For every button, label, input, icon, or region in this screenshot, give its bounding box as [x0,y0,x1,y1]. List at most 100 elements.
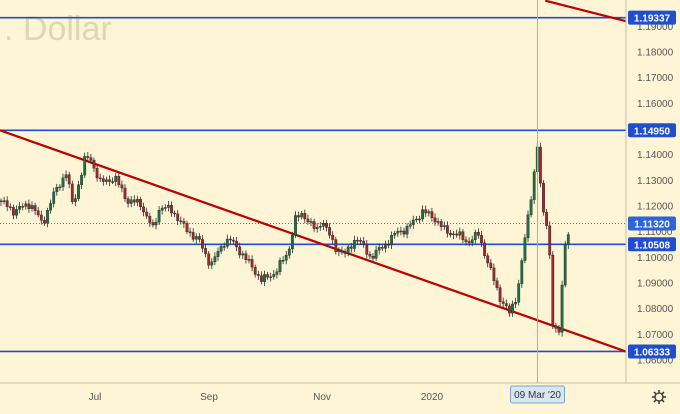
candle-body [67,174,71,185]
candle [77,180,80,202]
candle-body [256,274,260,276]
candle [247,255,251,264]
settings-gear-icon[interactable] [652,390,666,404]
candle [219,243,223,255]
candle-body [486,255,490,264]
price-label-bg [628,10,676,25]
candle-body [173,212,176,215]
candle-body [247,259,251,261]
candle [98,173,102,182]
candle-body [157,210,161,223]
candle [49,199,53,214]
candle-body [182,221,186,224]
time-axis[interactable]: Jul Sep Nov 2020 [89,392,444,403]
candle [309,217,313,227]
candle-body [260,275,263,282]
candle [170,201,173,217]
trend-line [545,0,627,23]
price-tick-label: 1.14000 [637,150,674,161]
candle-body [421,209,424,220]
candle [151,219,155,228]
candle-body [216,251,220,257]
candle [33,202,37,216]
candle-body [495,280,499,288]
candle-body [201,239,204,249]
candle-body [61,177,65,188]
price-label: 1.19337 [628,10,676,25]
candle-body [253,266,257,275]
candle-body [83,156,87,176]
candle-body [95,168,99,179]
candle [312,218,316,232]
candle [213,252,217,266]
price-tick-label: 1.12000 [637,202,674,213]
candle [222,242,226,251]
candle [387,239,390,249]
candle [80,172,84,190]
candle [504,299,508,310]
candle-body [449,233,452,236]
candle-body [281,260,285,262]
candle-body [33,205,37,211]
price-label: 1.11320 [628,216,676,231]
candle [449,229,452,238]
candle-body [318,226,322,228]
candle-body [427,211,431,214]
candle-body [89,157,93,161]
candle-body [473,231,477,240]
candle-body [480,235,483,244]
candle-body [359,240,362,242]
candle [83,152,87,179]
candle [11,204,15,220]
candle-body [151,222,155,226]
candle [194,233,198,244]
candle [272,270,276,280]
candle [197,233,201,243]
candle [566,232,570,249]
price-tick-label: 1.11000 [637,227,673,238]
candle [18,202,21,214]
candle-body [98,177,102,180]
candle-body [402,230,406,235]
candle-body [225,238,229,247]
candle-body [340,250,344,253]
candle-body [108,179,111,182]
candle [2,196,6,205]
candle [495,277,499,291]
candle-body [557,328,561,333]
price-tick-label: 1.10000 [637,253,674,264]
candle [331,231,335,244]
candle [325,220,328,232]
candle [511,300,514,317]
candle [39,210,43,225]
candle [278,257,282,276]
candle-body [135,199,139,203]
candle [380,244,384,251]
candle-body [526,214,530,239]
candle-body [405,226,409,235]
candle-body [337,250,341,253]
candle [520,258,524,288]
candle-body [452,233,455,236]
candle-body [532,171,536,200]
candle-body [30,205,34,209]
candle-body [5,200,9,207]
candle [129,195,133,208]
candle [539,142,542,188]
price-tick-label: 1.13000 [637,176,674,187]
candle [508,303,511,317]
candle-body [219,246,223,252]
candle-body [560,284,564,333]
candle-body [70,183,74,202]
candle [55,183,59,196]
candle [260,271,263,285]
candle-body [467,241,471,243]
candle-body [207,253,211,266]
candle [492,263,496,286]
candle [415,216,418,223]
candle-body [334,239,338,252]
candle [356,236,359,245]
candle-body [197,236,201,240]
